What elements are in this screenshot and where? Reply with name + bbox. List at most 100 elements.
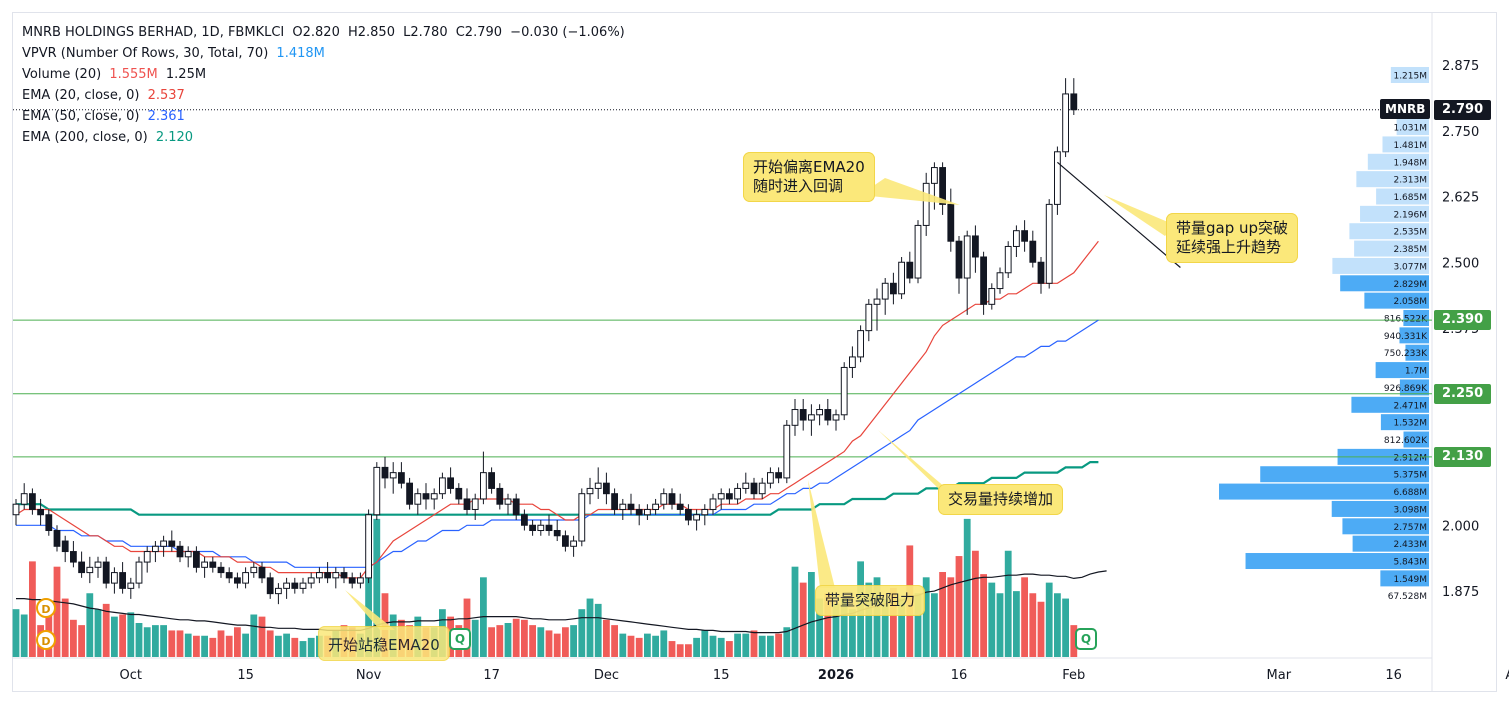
candle-up	[1004, 245, 1012, 274]
candle-down	[217, 566, 225, 574]
legend-vpvr-row[interactable]: VPVR (Number Of Rows, 30, Total, 70) 1.4…	[22, 43, 625, 64]
volume-bar	[488, 627, 495, 657]
ohlc-high: H2.850	[347, 25, 395, 40]
vpvr-bar	[1340, 275, 1429, 292]
vpvr-bar	[1364, 292, 1429, 309]
vpvr-label: 1.215M	[1393, 71, 1427, 81]
vpvr-label: VPVR (Number Of Rows, 30, Total, 70)	[22, 46, 269, 61]
vpvr-label: 2.385M	[1393, 245, 1427, 255]
volume-bar	[652, 635, 659, 657]
candle-down	[611, 493, 619, 510]
earnings-badge[interactable]: Q	[1075, 628, 1097, 650]
volume-bar	[832, 603, 840, 657]
candle-up	[758, 482, 766, 495]
volume-bar	[603, 619, 610, 657]
volume-bar	[1013, 591, 1020, 657]
volume-bar	[644, 633, 651, 657]
candle-up	[111, 572, 118, 584]
price-axis-tick: 2.500	[1442, 256, 1479, 271]
volume-bar	[545, 630, 553, 657]
note-stabilize-ema20[interactable]: 开始站稳EMA20	[318, 626, 450, 661]
candle-up	[1045, 203, 1053, 284]
volume-value-1: 1.555M	[109, 67, 158, 82]
candle-up	[922, 182, 930, 226]
callout-pointer	[808, 480, 835, 588]
price-axis-tick: 2.750	[1442, 125, 1479, 140]
volume-bar	[898, 598, 905, 657]
candle-up	[127, 582, 135, 589]
candle-up	[791, 409, 799, 426]
candle-down	[750, 482, 758, 495]
volume-bar	[955, 556, 963, 657]
time-axis-tick: 15	[237, 668, 254, 683]
volume-bar	[209, 637, 217, 657]
earnings-badge-label: Q	[1080, 632, 1092, 646]
legend-ema50-row[interactable]: EMA (50, close, 0) 2.361	[22, 106, 625, 127]
note-breakout[interactable]: 带量突破阻力	[815, 585, 926, 616]
candle-up	[299, 582, 307, 589]
vpvr-label: 5.843M	[1393, 558, 1427, 568]
volume-bar	[529, 625, 536, 657]
volume-bar	[750, 630, 758, 657]
candle-down	[553, 530, 561, 537]
volume-bar	[86, 593, 94, 657]
ema200-value: 2.120	[155, 130, 194, 145]
vpvr-bar	[1390, 66, 1429, 83]
volume-bar	[553, 633, 561, 657]
symbol-title[interactable]: MNRB HOLDINGS BERHAD, 1D, FBMKLCI	[22, 25, 285, 40]
volume-bar	[127, 612, 135, 657]
earnings-badge[interactable]: Q	[449, 628, 471, 650]
candle-down	[947, 203, 955, 242]
dividend-badge[interactable]: D	[36, 630, 56, 650]
note-gap-up[interactable]: 带量gap up突破 延续强上升趋势	[1166, 213, 1299, 263]
time-axis-tick: 17	[483, 668, 500, 683]
candle-up	[840, 366, 848, 416]
vpvr-bar	[1382, 136, 1429, 153]
candle-down	[676, 503, 684, 510]
volume-bar	[111, 616, 118, 657]
vpvr-bar	[1403, 310, 1429, 327]
vpvr-label: 940.331K	[1384, 332, 1428, 342]
candle-down	[381, 466, 389, 479]
volume-bar	[890, 587, 897, 657]
candle-up	[578, 493, 586, 542]
note-volume-increase[interactable]: 交易量持续增加	[938, 484, 1064, 515]
volume-bar	[275, 635, 282, 657]
legend-ema20-row[interactable]: EMA (20, close, 0) 2.537	[22, 85, 625, 106]
vpvr-bar	[1380, 570, 1429, 587]
volume-bar	[291, 637, 299, 657]
vpvr-label: 816.522K	[1384, 315, 1428, 325]
note-deviate-ema20[interactable]: 开始偏离EMA20 随时进入回调	[743, 152, 875, 202]
volume-bar	[578, 609, 586, 657]
candle-down	[37, 508, 45, 516]
volume-bar	[299, 641, 307, 657]
vpvr-bar	[1396, 119, 1429, 136]
volume-bar	[1029, 593, 1037, 657]
legend-volume-row[interactable]: Volume (20) 1.555M 1.25M	[22, 64, 625, 85]
candle-up	[332, 572, 340, 579]
volume-bar	[914, 593, 922, 657]
vpvr-label: 2.313M	[1393, 176, 1427, 186]
time-axis-tick: Dec	[594, 668, 619, 683]
volume-bar	[799, 582, 807, 657]
candle-up	[988, 288, 996, 305]
candle-up	[143, 551, 151, 563]
candle-up	[250, 566, 258, 574]
candle-down	[209, 561, 217, 568]
price-axis-tick: 2.625	[1442, 191, 1479, 206]
note-gap-line-2: 延续强上升趋势	[1176, 238, 1282, 256]
chart-frame	[12, 12, 1497, 692]
volume-bar	[947, 577, 955, 657]
volume-bar	[1021, 577, 1028, 657]
volume-bar	[94, 609, 102, 657]
candle-down	[1037, 261, 1045, 284]
dividend-badge[interactable]: D	[36, 598, 56, 618]
candle-down	[455, 487, 463, 500]
ema200-label: EMA (200, close, 0)	[22, 130, 148, 145]
candle-up	[20, 493, 28, 505]
candle-up	[873, 298, 881, 305]
volume-bar	[635, 637, 643, 657]
volume-bar	[258, 616, 266, 657]
candle-down	[685, 508, 692, 521]
legend-ema200-row[interactable]: EMA (200, close, 0) 2.120	[22, 127, 625, 148]
